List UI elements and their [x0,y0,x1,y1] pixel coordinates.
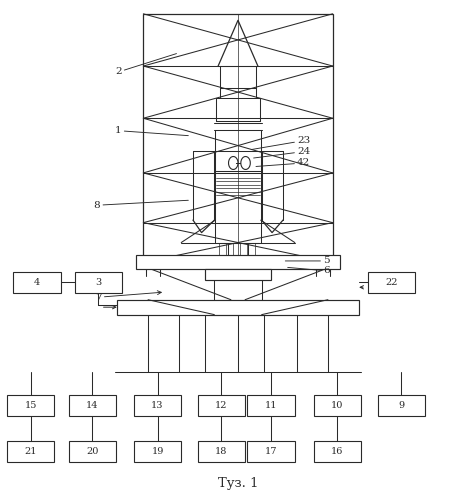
Bar [69,394,116,415]
Bar [117,300,359,314]
Bar [198,394,245,415]
Text: 21: 21 [24,447,37,456]
Text: 15: 15 [25,400,37,409]
Bar [134,394,181,415]
Text: 10: 10 [331,400,344,409]
Text: 23: 23 [251,136,310,149]
Text: 17: 17 [265,447,278,456]
Text: 11: 11 [265,400,278,409]
Bar [205,269,271,280]
Bar [7,441,54,462]
Text: 1: 1 [115,126,188,136]
Text: 22: 22 [386,278,398,287]
Text: 2: 2 [115,54,177,76]
Bar [75,272,122,293]
Bar [377,394,425,415]
Text: 19: 19 [151,447,164,456]
Bar [248,394,295,415]
Text: 7: 7 [95,290,161,302]
Text: 20: 20 [86,447,99,456]
Bar [13,272,60,293]
Text: 13: 13 [151,400,164,409]
Bar [314,441,361,462]
Bar [7,394,54,415]
Bar [136,255,340,269]
Text: 16: 16 [331,447,344,456]
Text: 6: 6 [288,266,330,276]
Text: 9: 9 [398,400,404,409]
Bar [134,441,181,462]
Bar [143,14,333,262]
Text: 42: 42 [256,158,310,168]
Bar [198,441,245,462]
Text: Τуз. 1: Τуз. 1 [218,477,258,490]
Text: 12: 12 [215,400,228,409]
Text: 8: 8 [94,200,188,210]
Text: 3: 3 [95,278,101,287]
Text: 14: 14 [86,400,99,409]
Text: 18: 18 [215,447,228,456]
Text: 5: 5 [285,256,330,266]
Bar [69,441,116,462]
Text: 24: 24 [254,147,310,158]
Bar [248,441,295,462]
Bar [314,394,361,415]
Text: 4: 4 [34,278,40,287]
Bar [368,272,416,293]
